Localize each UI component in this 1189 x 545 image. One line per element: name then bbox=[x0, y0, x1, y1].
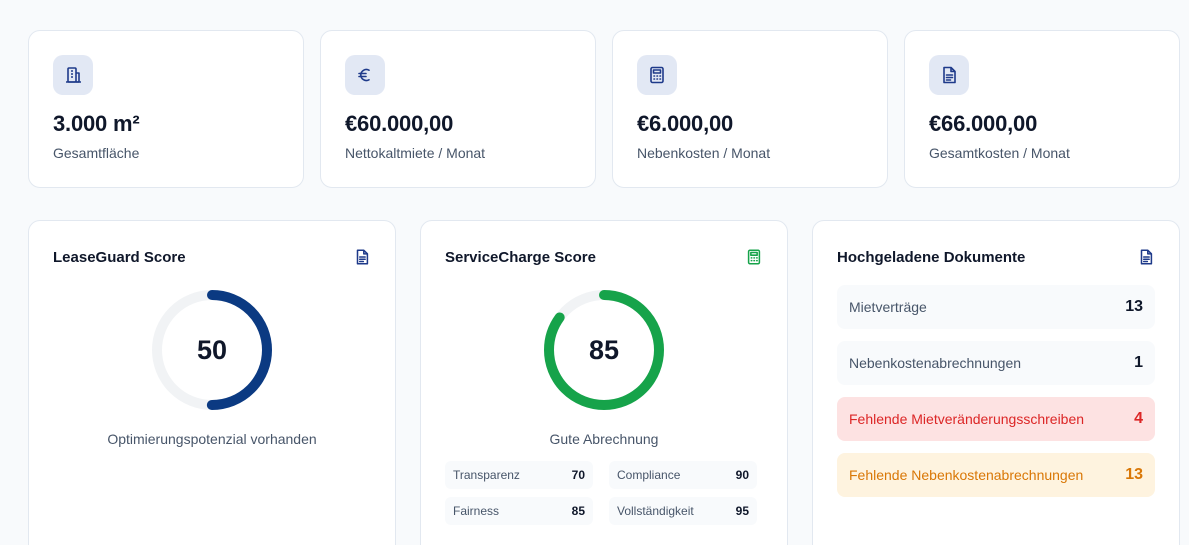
metric-transparency: Transparenz 70 bbox=[445, 461, 593, 489]
stat-label: Gesamtfläche bbox=[53, 145, 140, 161]
stat-value: €60.000,00 bbox=[345, 111, 454, 136]
uploaded-documents-card: Hochgeladene Dokumente Mietverträge 13 N… bbox=[812, 220, 1180, 545]
document-row-service-charge-statements[interactable]: Nebenkostenabrechnungen 1 bbox=[837, 341, 1155, 385]
stat-card-service-charges: €6.000,00 Nebenkosten / Monat bbox=[612, 30, 888, 188]
calculator-icon[interactable] bbox=[745, 248, 763, 266]
document-row-count: 4 bbox=[1134, 410, 1143, 427]
gauge-progress-arc bbox=[152, 290, 272, 410]
gauge-caption: Gute Abrechnung bbox=[549, 431, 659, 447]
metric-value: 90 bbox=[735, 468, 749, 482]
document-row-count: 13 bbox=[1125, 298, 1143, 315]
document-row-label: Fehlende Nebenkostenabrechnungen bbox=[849, 467, 1084, 483]
document-row-missing-service-charge-statements[interactable]: Fehlende Nebenkostenabrechnungen 13 bbox=[837, 453, 1155, 497]
stat-label: Gesamtkosten / Monat bbox=[929, 145, 1070, 161]
document-icon bbox=[929, 55, 969, 95]
metric-completeness: Vollständigkeit 95 bbox=[609, 497, 757, 525]
stat-label: Nettokaltmiete / Monat bbox=[345, 145, 486, 161]
euro-icon bbox=[345, 55, 385, 95]
stat-value: €66.000,00 bbox=[929, 111, 1038, 136]
metric-name: Compliance bbox=[617, 468, 681, 482]
leaseguard-score-card: LeaseGuard Score 50 Optimierungspotenzia… bbox=[28, 220, 396, 545]
gauge-progress-arc bbox=[544, 290, 664, 410]
panel-title: ServiceCharge Score bbox=[445, 249, 596, 266]
document-icon[interactable] bbox=[1137, 248, 1155, 266]
building-icon bbox=[53, 55, 93, 95]
metric-compliance: Compliance 90 bbox=[609, 461, 757, 489]
leaseguard-gauge bbox=[152, 290, 272, 410]
gauge-value: 50 bbox=[196, 334, 228, 365]
document-row-label: Fehlende Mietveränderungsschreiben bbox=[849, 411, 1085, 427]
calculator-icon bbox=[637, 55, 677, 95]
stat-card-rent: €60.000,00 Nettokaltmiete / Monat bbox=[320, 30, 596, 188]
stat-value: 3.000 m² bbox=[53, 111, 140, 136]
servicecharge-gauge bbox=[544, 290, 664, 410]
stat-value: €6.000,00 bbox=[637, 111, 734, 136]
servicecharge-score-card: ServiceCharge Score 85 Gute Abrechnung T… bbox=[420, 220, 788, 545]
document-row-label: Nebenkostenabrechnungen bbox=[849, 355, 1022, 371]
gauge-value: 85 bbox=[588, 334, 620, 365]
metric-name: Fairness bbox=[453, 504, 500, 518]
panel-title: LeaseGuard Score bbox=[53, 249, 186, 266]
metric-fairness: Fairness 85 bbox=[445, 497, 593, 525]
metric-value: 85 bbox=[571, 504, 585, 518]
metric-name: Vollständigkeit bbox=[617, 504, 694, 518]
stat-card-total-cost: €66.000,00 Gesamtkosten / Monat bbox=[904, 30, 1180, 188]
document-row-count: 13 bbox=[1125, 466, 1143, 483]
document-row-count: 1 bbox=[1134, 354, 1143, 371]
stat-label: Nebenkosten / Monat bbox=[637, 145, 771, 161]
document-row-missing-rent-change-letters[interactable]: Fehlende Mietveränderungsschreiben 4 bbox=[837, 397, 1155, 441]
gauge-caption: Optimierungspotenzial vorhanden bbox=[107, 431, 317, 447]
panel-title: Hochgeladene Dokumente bbox=[837, 249, 1026, 266]
metric-value: 70 bbox=[571, 468, 585, 482]
document-row-leases[interactable]: Mietverträge 13 bbox=[837, 285, 1155, 329]
metric-name: Transparenz bbox=[453, 468, 520, 482]
stat-card-area: 3.000 m² Gesamtfläche bbox=[28, 30, 304, 188]
document-icon[interactable] bbox=[353, 248, 371, 266]
document-row-label: Mietverträge bbox=[849, 299, 927, 315]
metric-value: 95 bbox=[735, 504, 749, 518]
